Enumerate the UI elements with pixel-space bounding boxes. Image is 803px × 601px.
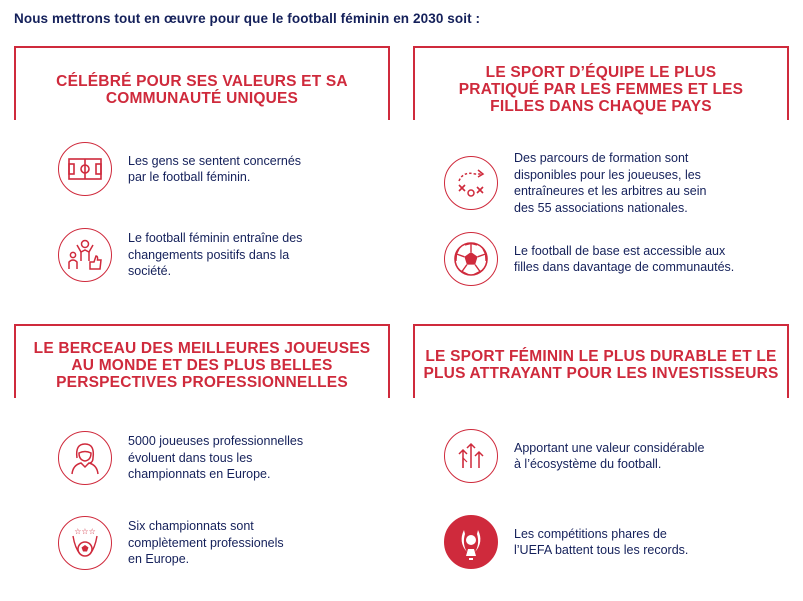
item-line: par le football féminin. (128, 170, 251, 184)
item-line: Des parcours de formation sont (514, 151, 689, 165)
item-line: l’UEFA battent tous les records. (514, 543, 689, 557)
heading-line: CÉLÉBRÉ POUR SES VALEURS ET SA (56, 73, 348, 90)
item-line: à l’écosystème du football. (514, 457, 662, 471)
item-line: des 55 associations nationales. (514, 200, 688, 215)
panel-3-item-1: 5000 joueuses professionnelles évoluent … (58, 431, 378, 485)
item-text: Des parcours de formation sont disponibl… (514, 150, 764, 216)
heading-line: AU MONDE ET DES PLUS BELLES (71, 357, 333, 374)
item-line: Six championnats sont (128, 519, 254, 534)
heading-line: PRATIQUÉ PAR LES FEMMES ET LES (458, 81, 744, 98)
item-text: Le football féminin entraîne des changem… (128, 230, 378, 280)
item-text: Les gens se sentent concernés par le foo… (128, 153, 378, 186)
item-line: Apportant une valeur considérable (514, 440, 705, 455)
football-pitch-icon (58, 142, 112, 196)
heading-line: COMMUNAUTÉ UNIQUES (105, 90, 299, 107)
panel-1-heading: CÉLÉBRÉ POUR SES VALEURS ET SA COMMUNAUT… (14, 73, 390, 107)
item-line: Le football féminin entraîne des (128, 231, 303, 246)
item-line: 5000 joueuses professionnelles (128, 434, 304, 449)
item-line: entraîneures et les arbitres au sein (514, 184, 707, 198)
item-line: en Europe. (128, 552, 190, 567)
panel-4-heading: LE SPORT FÉMININ LE PLUS DURABLE ET LE P… (413, 348, 789, 382)
item-line: Les compétitions phares de (514, 526, 667, 541)
heading-line: PLUS ATTRAYANT POUR LES INVESTISSEURS (423, 365, 779, 382)
heading-line: FILLES DANS CHAQUE PAYS (490, 98, 712, 115)
item-text: Six championnats sont complètement profe… (128, 518, 378, 568)
item-line: complètement professionels (128, 535, 284, 550)
item-line: Le football de base est accessible aux (514, 243, 726, 258)
item-text: 5000 joueuses professionnelles évoluent … (128, 433, 378, 483)
item-line: Les gens se sentent concernés (128, 153, 302, 168)
panel-2-item-2: Le football de base est accessible aux f… (444, 232, 764, 286)
panel-frame-3 (14, 324, 390, 398)
female-player-icon (58, 431, 112, 485)
panel-3-heading: LE BERCEAU DES MEILLEURES JOUEUSES AU MO… (14, 340, 390, 391)
heading-line: LE SPORT FÉMININ LE PLUS DURABLE ET LE (425, 348, 777, 365)
item-text: Le football de base est accessible aux f… (514, 243, 764, 276)
heading-line: LE SPORT D’ÉQUIPE LE PLUS (485, 64, 717, 81)
item-line: changements positifs dans la (128, 247, 290, 262)
uefa-trophy-icon (444, 515, 498, 569)
intro-title: Nous mettrons tout en œuvre pour que le … (14, 11, 481, 26)
heading-line: LE BERCEAU DES MEILLEURES JOUEUSES (33, 340, 371, 357)
soccer-ball-icon (444, 232, 498, 286)
panel-frame-2 (413, 46, 789, 120)
panel-frame-1 (14, 46, 390, 120)
panel-4-item-1: Apportant une valeur considérable à l’éc… (444, 429, 764, 483)
svg-text:☆☆☆: ☆☆☆ (74, 527, 96, 536)
star-badge-icon: ☆☆☆ (58, 516, 112, 570)
panel-1-item-2: Le football féminin entraîne des changem… (58, 228, 378, 282)
item-line: championnats en Europe. (128, 467, 271, 482)
panel-frame-4 (413, 324, 789, 398)
item-text: Apportant une valeur considérable à l’éc… (514, 440, 764, 473)
item-line: évoluent dans tous les (128, 450, 253, 465)
panel-3-item-2: ☆☆☆ Six championnats sont complètement p… (58, 516, 378, 570)
item-line: disponibles pour les joueuses, les (514, 167, 701, 182)
item-line: filles dans davantage de communautés. (514, 260, 735, 274)
panel-4-item-2: Les compétitions phares de l’UEFA batten… (444, 515, 764, 569)
panel-2-heading: LE SPORT D’ÉQUIPE LE PLUS PRATIQUÉ PAR L… (413, 64, 789, 115)
item-line: société. (128, 264, 172, 279)
heading-line: PERSPECTIVES PROFESSIONNELLES (56, 374, 348, 391)
growth-arrows-icon (444, 429, 498, 483)
item-text: Les compétitions phares de l’UEFA batten… (514, 526, 764, 559)
community-thumbs-up-icon (58, 228, 112, 282)
tactics-board-icon (444, 156, 498, 210)
panel-2-item-1: Des parcours de formation sont disponibl… (444, 150, 764, 216)
panel-1-item-1: Les gens se sentent concernés par le foo… (58, 142, 378, 196)
